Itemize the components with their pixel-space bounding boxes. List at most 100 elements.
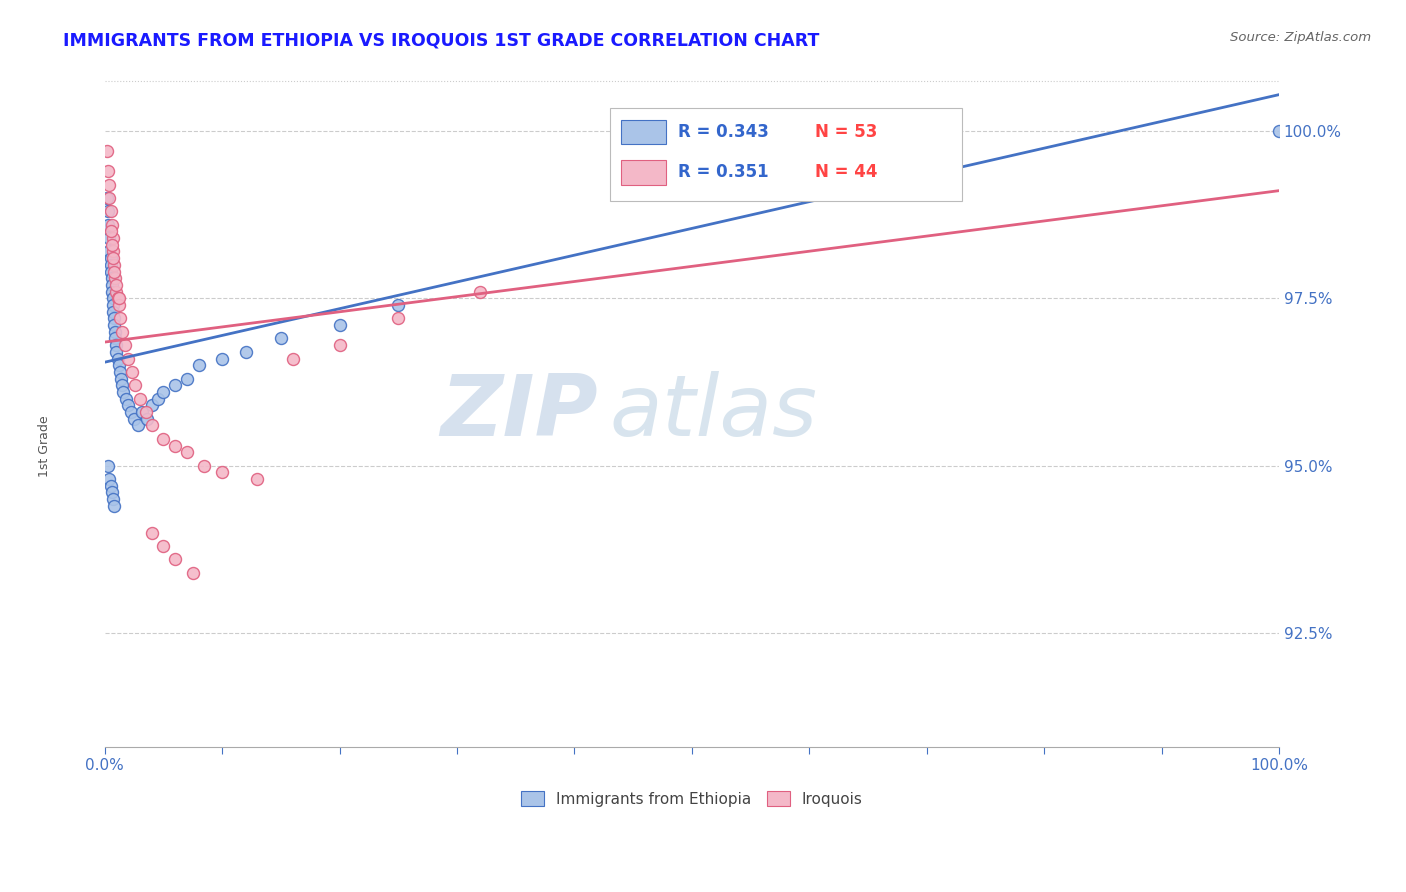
Point	[176, 445, 198, 459]
Point	[98, 191, 121, 205]
Point	[103, 258, 125, 272]
Point	[775, 137, 797, 152]
Point	[100, 478, 122, 492]
Point	[108, 365, 131, 379]
Point	[98, 472, 121, 486]
Point	[152, 432, 174, 446]
Point	[103, 318, 125, 332]
Text: ZIP: ZIP	[440, 370, 598, 453]
FancyBboxPatch shape	[621, 161, 666, 185]
Point	[141, 418, 163, 433]
Point	[152, 384, 174, 399]
Point	[101, 491, 124, 506]
Point	[97, 164, 120, 178]
Point	[100, 285, 122, 299]
Point	[107, 291, 129, 305]
Point	[121, 365, 143, 379]
Point	[181, 566, 204, 580]
Point	[97, 458, 120, 473]
Point	[98, 244, 121, 259]
Point	[108, 311, 131, 326]
Point	[105, 338, 128, 352]
Text: 1st Grade: 1st Grade	[38, 415, 52, 477]
Point	[101, 244, 124, 259]
Point	[246, 472, 269, 486]
Point	[100, 485, 122, 500]
Point	[107, 358, 129, 372]
Point	[100, 277, 122, 292]
Text: R = 0.343: R = 0.343	[678, 123, 769, 141]
Point	[104, 325, 127, 339]
Point	[114, 392, 136, 406]
Point	[328, 318, 350, 332]
Text: R = 0.351: R = 0.351	[678, 163, 768, 181]
Point	[270, 331, 292, 345]
Point	[110, 371, 132, 385]
Point	[127, 418, 149, 433]
Point	[98, 178, 121, 192]
Point	[100, 218, 122, 232]
Point	[387, 311, 409, 326]
Point	[96, 144, 118, 158]
Point	[101, 231, 124, 245]
Legend: Immigrants from Ethiopia, Iroquois: Immigrants from Ethiopia, Iroquois	[515, 784, 869, 813]
Point	[131, 405, 153, 419]
Point	[100, 264, 122, 278]
Point	[103, 311, 125, 326]
Point	[103, 264, 125, 278]
Point	[101, 304, 124, 318]
Point	[152, 539, 174, 553]
Point	[103, 499, 125, 513]
Point	[136, 411, 159, 425]
Point	[328, 338, 350, 352]
Point	[105, 344, 128, 359]
Point	[100, 251, 122, 265]
Point	[107, 291, 129, 305]
Point	[146, 392, 169, 406]
Point	[101, 298, 124, 312]
Point	[100, 204, 122, 219]
Point	[105, 277, 128, 292]
Point	[107, 298, 129, 312]
Point	[211, 351, 233, 366]
Point	[141, 525, 163, 540]
Point	[114, 338, 136, 352]
Text: atlas: atlas	[610, 370, 818, 453]
Point	[100, 224, 122, 238]
Point	[211, 465, 233, 479]
Point	[96, 191, 118, 205]
Point	[101, 291, 124, 305]
Point	[117, 398, 139, 412]
Point	[187, 358, 209, 372]
Point	[122, 411, 145, 425]
Point	[165, 378, 187, 392]
Point	[845, 130, 868, 145]
Point	[235, 344, 257, 359]
Text: N = 44: N = 44	[815, 163, 877, 181]
Point	[107, 351, 129, 366]
Point	[120, 405, 142, 419]
Point	[141, 398, 163, 412]
Point	[112, 384, 135, 399]
Point	[100, 237, 122, 252]
Point	[740, 137, 762, 152]
Point	[856, 130, 879, 145]
Text: N = 53: N = 53	[815, 123, 877, 141]
Point	[97, 204, 120, 219]
Point	[387, 298, 409, 312]
Point	[193, 458, 215, 473]
Text: IMMIGRANTS FROM ETHIOPIA VS IROQUOIS 1ST GRADE CORRELATION CHART: IMMIGRANTS FROM ETHIOPIA VS IROQUOIS 1ST…	[63, 31, 820, 49]
Point	[100, 258, 122, 272]
Point	[1268, 124, 1291, 138]
Point	[281, 351, 304, 366]
FancyBboxPatch shape	[610, 108, 962, 202]
Point	[124, 378, 146, 392]
Point	[101, 251, 124, 265]
Text: Source: ZipAtlas.com: Source: ZipAtlas.com	[1230, 31, 1371, 45]
Point	[165, 438, 187, 452]
Point	[98, 231, 121, 245]
Point	[100, 271, 122, 285]
Point	[135, 405, 157, 419]
FancyBboxPatch shape	[621, 120, 666, 145]
Point	[97, 218, 120, 232]
